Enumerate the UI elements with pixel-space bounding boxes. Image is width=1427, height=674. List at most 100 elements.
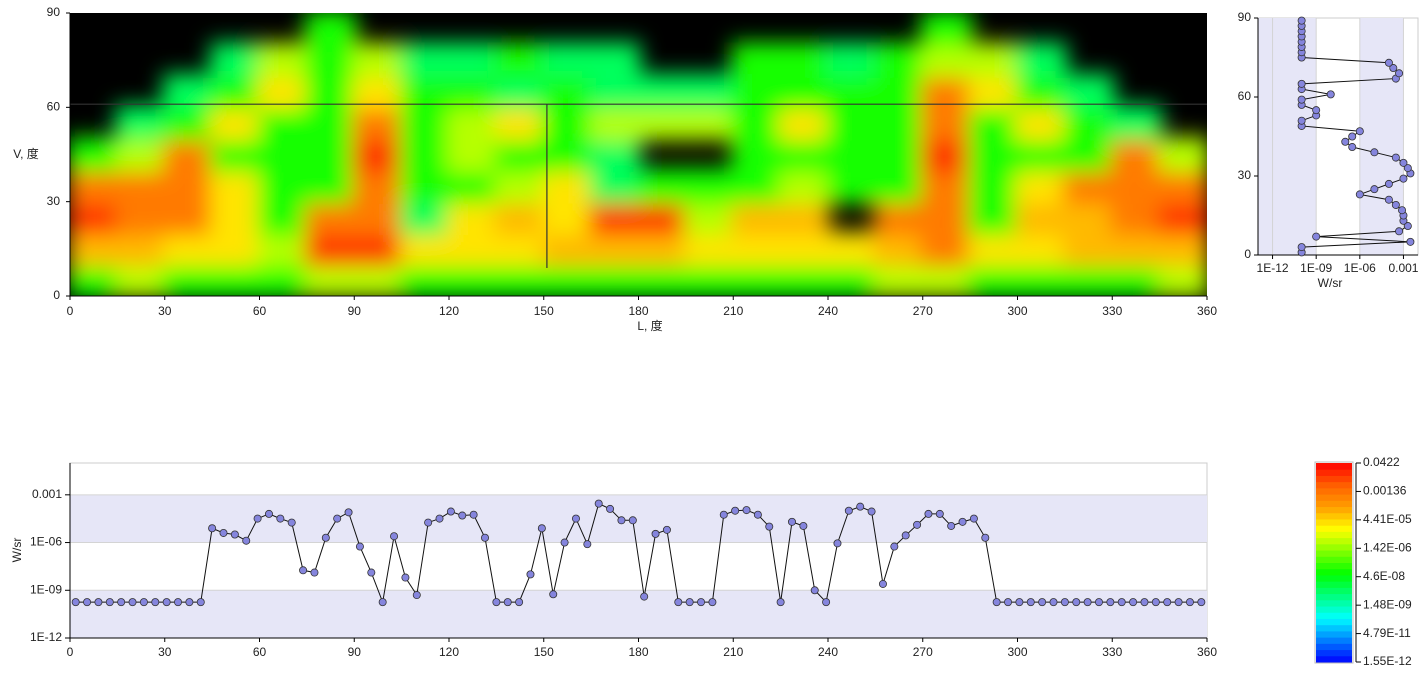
heatmap-cell — [968, 137, 1019, 172]
colorbar-tick-label: 0.00136 — [1363, 484, 1407, 498]
point — [1349, 143, 1356, 150]
point — [243, 537, 250, 544]
colorbar-step — [1316, 625, 1352, 632]
heatmap-cell — [731, 137, 782, 172]
heatmap-cell — [1063, 137, 1114, 172]
point — [1371, 149, 1378, 156]
x-tick-label: 0.001 — [1388, 261, 1418, 275]
point — [106, 599, 113, 606]
heatmap-cell — [494, 263, 545, 298]
page: 0306090120150180210240270300330360030609… — [0, 0, 1427, 674]
point — [948, 522, 955, 529]
heatmap-cell — [305, 42, 356, 77]
point — [1095, 599, 1102, 606]
point — [697, 599, 704, 606]
colorbar-step — [1316, 643, 1352, 650]
point — [1061, 599, 1068, 606]
heatmap-cell — [779, 231, 830, 266]
point — [1395, 228, 1402, 235]
heatmap-cell — [115, 168, 166, 203]
heatmap-cell — [589, 231, 640, 266]
point — [538, 525, 545, 532]
point — [663, 526, 670, 533]
y-tick-label: 60 — [47, 100, 61, 114]
heatmap-cell — [968, 42, 1019, 77]
point — [447, 508, 454, 515]
x-tick-label: 150 — [534, 645, 554, 659]
point — [959, 518, 966, 525]
heatmap-cell — [779, 200, 830, 235]
point — [140, 599, 147, 606]
colorbar-tick-label: 4.79E-11 — [1363, 626, 1411, 640]
colorbar-step — [1316, 519, 1352, 526]
point — [1050, 599, 1057, 606]
heatmap-cell — [1016, 168, 1067, 203]
y-tick-label: 1E-06 — [30, 535, 62, 549]
point — [1327, 91, 1334, 98]
y-tick-label: 30 — [1238, 168, 1252, 182]
heatmap-cell — [400, 105, 451, 140]
heatmap-cell — [542, 42, 593, 77]
heatmap-cell — [163, 200, 214, 235]
heatmap-cell — [826, 137, 877, 172]
point — [1395, 70, 1402, 77]
heatmap-cell — [873, 168, 924, 203]
heatmap-cell — [400, 42, 451, 77]
colorbar-step — [1316, 594, 1352, 601]
point — [345, 509, 352, 516]
heatmap-cell — [163, 137, 214, 172]
point — [982, 534, 989, 541]
colorbar-step — [1316, 538, 1352, 545]
heatmap-cell — [258, 105, 309, 140]
y-axis-label: V, 度 — [13, 146, 39, 161]
heatmap-cell — [305, 200, 356, 235]
heatmap-cell — [163, 105, 214, 140]
heatmap-cell — [1016, 231, 1067, 266]
heatmap-cell — [731, 200, 782, 235]
heatmap-cell — [1110, 200, 1161, 235]
point — [595, 500, 602, 507]
point — [1298, 17, 1305, 24]
x-tick-label: 210 — [723, 645, 743, 659]
heatmap-area — [68, 11, 1209, 298]
heatmap-cell — [258, 231, 309, 266]
heatmap-cell — [684, 168, 735, 203]
heatmap-cell — [210, 231, 261, 266]
point — [1385, 196, 1392, 203]
point — [1398, 207, 1405, 214]
point — [743, 506, 750, 513]
heatmap-cell — [447, 263, 498, 298]
colorbar-step — [1316, 600, 1352, 607]
point — [584, 541, 591, 548]
colorbar-step — [1316, 463, 1352, 470]
point — [913, 521, 920, 528]
heatmap-cell — [447, 168, 498, 203]
heatmap-cell — [352, 137, 403, 172]
point — [220, 529, 227, 536]
heatmap-cell — [447, 42, 498, 77]
heatmap-cell — [779, 42, 830, 77]
point — [857, 503, 864, 510]
heatmap-cell — [305, 231, 356, 266]
heatmap-cell — [494, 137, 545, 172]
y-tick-label: 0 — [53, 288, 60, 302]
heatmap-cell — [400, 200, 451, 235]
point — [1356, 128, 1363, 135]
colorbar-step — [1316, 631, 1352, 638]
heatmap-cell — [1110, 105, 1161, 140]
x-tick-label: 90 — [348, 304, 362, 318]
heatmap-cell — [494, 200, 545, 235]
heatmap-cell — [447, 105, 498, 140]
x-tick-label: 270 — [913, 304, 933, 318]
heatmap-cell — [163, 231, 214, 266]
point — [470, 511, 477, 518]
heatmap-cell — [589, 42, 640, 77]
heatmap-cell — [352, 231, 403, 266]
point — [1016, 599, 1023, 606]
heatmap-cell — [873, 231, 924, 266]
heatmap-cell — [873, 42, 924, 77]
point — [1400, 159, 1407, 166]
heatmap-cell — [210, 137, 261, 172]
colorbar-step — [1316, 544, 1352, 551]
heatmap-cell — [921, 105, 972, 140]
